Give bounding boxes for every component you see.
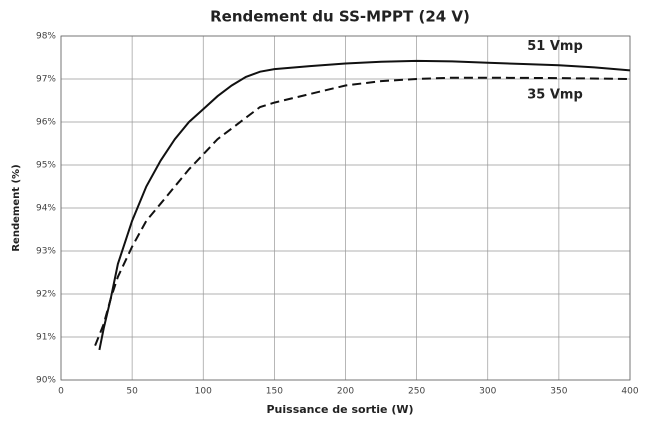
y-tick-label: 90% bbox=[36, 376, 56, 386]
y-tick-label: 92% bbox=[36, 290, 56, 300]
x-tick-label: 0 bbox=[58, 387, 64, 397]
y-tick-label: 93% bbox=[36, 247, 56, 257]
x-tick-label: 300 bbox=[479, 387, 496, 397]
x-tick-label: 350 bbox=[550, 387, 567, 397]
x-tick-label: 150 bbox=[266, 387, 283, 397]
line bbox=[94, 76, 631, 346]
y-tick-label: 94% bbox=[36, 204, 56, 214]
x-axis-label: Puissance de sortie (W) bbox=[266, 403, 413, 416]
y-tick-label: 95% bbox=[36, 161, 56, 171]
plot-frame bbox=[60, 35, 631, 381]
y-tick-label: 97% bbox=[36, 75, 56, 85]
series-label: 35 Vmp bbox=[527, 88, 583, 103]
y-axis-label: Rendement (%) bbox=[11, 164, 22, 251]
y-tick-label: 91% bbox=[36, 333, 56, 343]
x-tick-label: 400 bbox=[621, 387, 638, 397]
series-label: 51 Vmp bbox=[527, 39, 583, 54]
x-tick-label: 250 bbox=[408, 387, 425, 397]
chart-title: Rendement du SS-MPPT (24 V) bbox=[210, 8, 470, 26]
x-tick-label: 200 bbox=[337, 387, 354, 397]
y-tick-label: 96% bbox=[36, 118, 56, 128]
y-tick-label: 98% bbox=[36, 32, 56, 42]
x-tick-label: 100 bbox=[195, 387, 212, 397]
x-tick-label: 50 bbox=[126, 387, 138, 397]
line bbox=[98, 59, 631, 351]
